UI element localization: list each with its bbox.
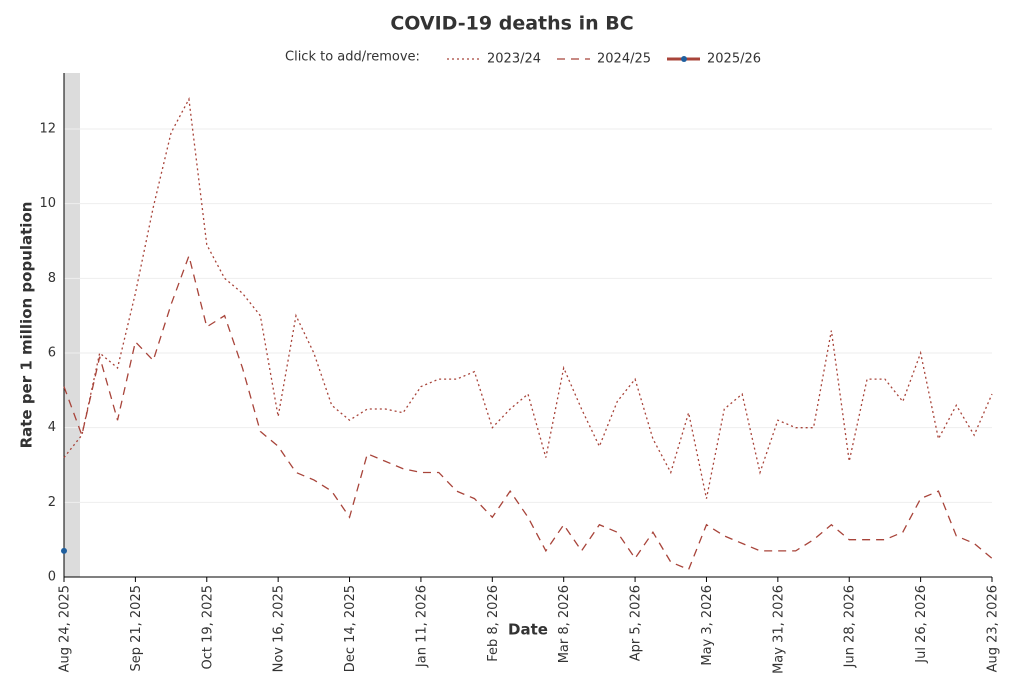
current-week-shade: [64, 73, 80, 577]
x-tick-label: Aug 24, 2025: [58, 585, 73, 672]
x-tick-label: Nov 16, 2025: [272, 585, 287, 672]
y-tick-label: 6: [48, 346, 56, 361]
x-tick-label: Mar 8, 2026: [557, 585, 572, 663]
y-tick-label: 8: [48, 271, 56, 286]
x-axis-title: Date: [508, 621, 548, 639]
x-tick-label: Feb 8, 2026: [486, 585, 501, 662]
x-tick-label: Jan 11, 2026: [414, 585, 429, 668]
legend-label[interactable]: 2025/26: [707, 52, 761, 67]
x-tick-label: May 3, 2026: [700, 585, 715, 666]
y-tick-label: 2: [48, 495, 56, 510]
x-tick-label: Oct 19, 2025: [200, 585, 215, 670]
series-line: [63, 97, 993, 499]
legend-prompt: Click to add/remove:: [285, 50, 420, 65]
legend-label[interactable]: 2023/24: [487, 52, 541, 67]
y-tick-label: 4: [48, 420, 56, 435]
y-tick-label: 0: [48, 570, 56, 585]
y-tick-label: 10: [39, 196, 56, 211]
x-tick-label: Aug 23, 2026: [986, 585, 1001, 672]
x-tick-label: Sep 21, 2025: [129, 585, 144, 672]
legend-marker[interactable]: [681, 56, 687, 62]
x-tick-label: Dec 14, 2025: [343, 585, 358, 672]
x-tick-label: Jun 28, 2026: [843, 585, 858, 668]
x-tick-label: Apr 5, 2026: [629, 585, 644, 661]
x-tick-label: Jul 26, 2026: [914, 585, 929, 664]
y-tick-label: 12: [39, 122, 56, 137]
series-marker: [61, 547, 67, 554]
x-tick-label: May 31, 2026: [771, 585, 786, 674]
chart-title: COVID-19 deaths in BC: [390, 13, 633, 35]
legend-label[interactable]: 2024/25: [597, 52, 651, 67]
series-line: [63, 253, 993, 571]
y-axis-title: Rate per 1 million population: [18, 202, 36, 449]
